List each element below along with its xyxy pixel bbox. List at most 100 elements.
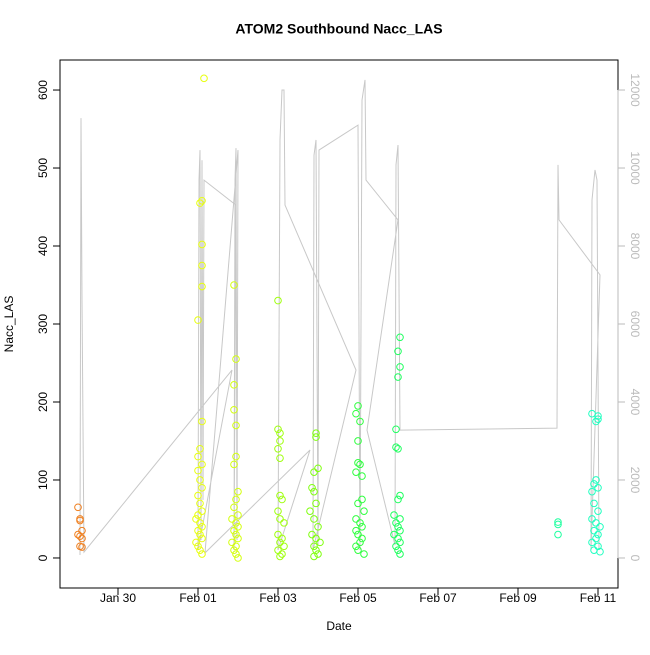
x-tick-label: Feb 07 — [419, 591, 457, 605]
point — [280, 542, 288, 551]
point — [592, 417, 600, 426]
point — [590, 499, 598, 508]
point — [314, 550, 322, 558]
point — [274, 296, 282, 305]
point — [354, 546, 362, 554]
point — [230, 381, 238, 389]
point — [76, 532, 84, 540]
point — [594, 412, 602, 420]
point — [358, 472, 366, 480]
point — [316, 538, 324, 547]
point — [198, 534, 206, 543]
x-tick-label: Feb 11 — [580, 591, 617, 605]
point — [592, 476, 600, 484]
point — [194, 511, 202, 519]
x-axis-label: Date — [326, 619, 352, 633]
point — [192, 538, 200, 547]
x-tick-label: Jan 30 — [100, 591, 136, 605]
x-tick-label: Feb 09 — [499, 591, 537, 605]
point — [396, 550, 404, 558]
point — [392, 443, 400, 452]
point — [230, 405, 238, 414]
point — [194, 452, 202, 461]
point — [194, 316, 202, 324]
point — [554, 520, 562, 529]
y2-tick-label: 6000 — [628, 311, 642, 338]
y-tick-label: 500 — [36, 158, 50, 178]
point — [278, 550, 286, 558]
point — [232, 519, 240, 527]
point — [78, 534, 86, 543]
y-tick-label: 300 — [36, 314, 50, 334]
y-tick-label: 0 — [36, 554, 50, 561]
point — [352, 526, 360, 535]
point — [392, 542, 400, 551]
point — [354, 459, 362, 467]
point — [306, 507, 314, 515]
point — [276, 552, 284, 561]
point — [308, 483, 316, 492]
point — [234, 487, 242, 496]
point — [590, 526, 598, 535]
point — [594, 530, 602, 539]
point — [276, 437, 284, 445]
point — [588, 487, 596, 496]
point — [594, 415, 602, 423]
point — [310, 542, 318, 551]
point — [314, 464, 322, 473]
point — [196, 519, 204, 527]
point — [396, 491, 404, 500]
point — [394, 495, 402, 504]
point — [394, 546, 402, 554]
point — [358, 522, 366, 531]
x-tick-label: Feb 05 — [339, 591, 377, 605]
point — [554, 518, 562, 526]
point — [358, 495, 366, 504]
y2-tick-label: 2000 — [628, 467, 642, 494]
point — [310, 468, 318, 476]
point — [198, 522, 206, 531]
point — [312, 433, 320, 441]
point — [312, 534, 320, 543]
point — [280, 519, 288, 527]
point — [354, 499, 362, 508]
point — [194, 526, 202, 535]
point — [198, 417, 206, 426]
point — [396, 526, 404, 535]
point — [588, 515, 596, 523]
point — [198, 460, 206, 469]
point — [230, 281, 238, 289]
y-tick-label: 100 — [36, 470, 50, 490]
point — [360, 550, 368, 558]
point — [390, 530, 398, 539]
point — [358, 534, 366, 543]
point — [394, 522, 402, 531]
point — [396, 538, 404, 547]
point — [194, 491, 202, 500]
point — [232, 550, 240, 558]
y2-tick-label: 12000 — [628, 73, 642, 107]
point — [76, 515, 84, 523]
point — [278, 534, 286, 543]
point — [554, 530, 562, 539]
point — [232, 452, 240, 461]
point — [396, 363, 404, 371]
point — [196, 199, 204, 207]
point — [592, 519, 600, 527]
chart-title: ATOM2 Southbound Nacc_LAS — [235, 21, 442, 37]
x-tick-label: Feb 03 — [259, 591, 297, 605]
point — [276, 429, 284, 437]
point — [394, 444, 402, 453]
point — [276, 454, 284, 462]
point — [390, 511, 398, 519]
point — [354, 402, 362, 410]
point — [230, 526, 238, 535]
point — [354, 530, 362, 539]
point — [594, 507, 602, 515]
point — [312, 499, 320, 508]
y-axis-label: Nacc_LAS — [2, 296, 16, 353]
point — [198, 507, 206, 515]
point — [196, 444, 204, 453]
point — [198, 483, 206, 492]
y-tick-label: 200 — [36, 392, 50, 412]
